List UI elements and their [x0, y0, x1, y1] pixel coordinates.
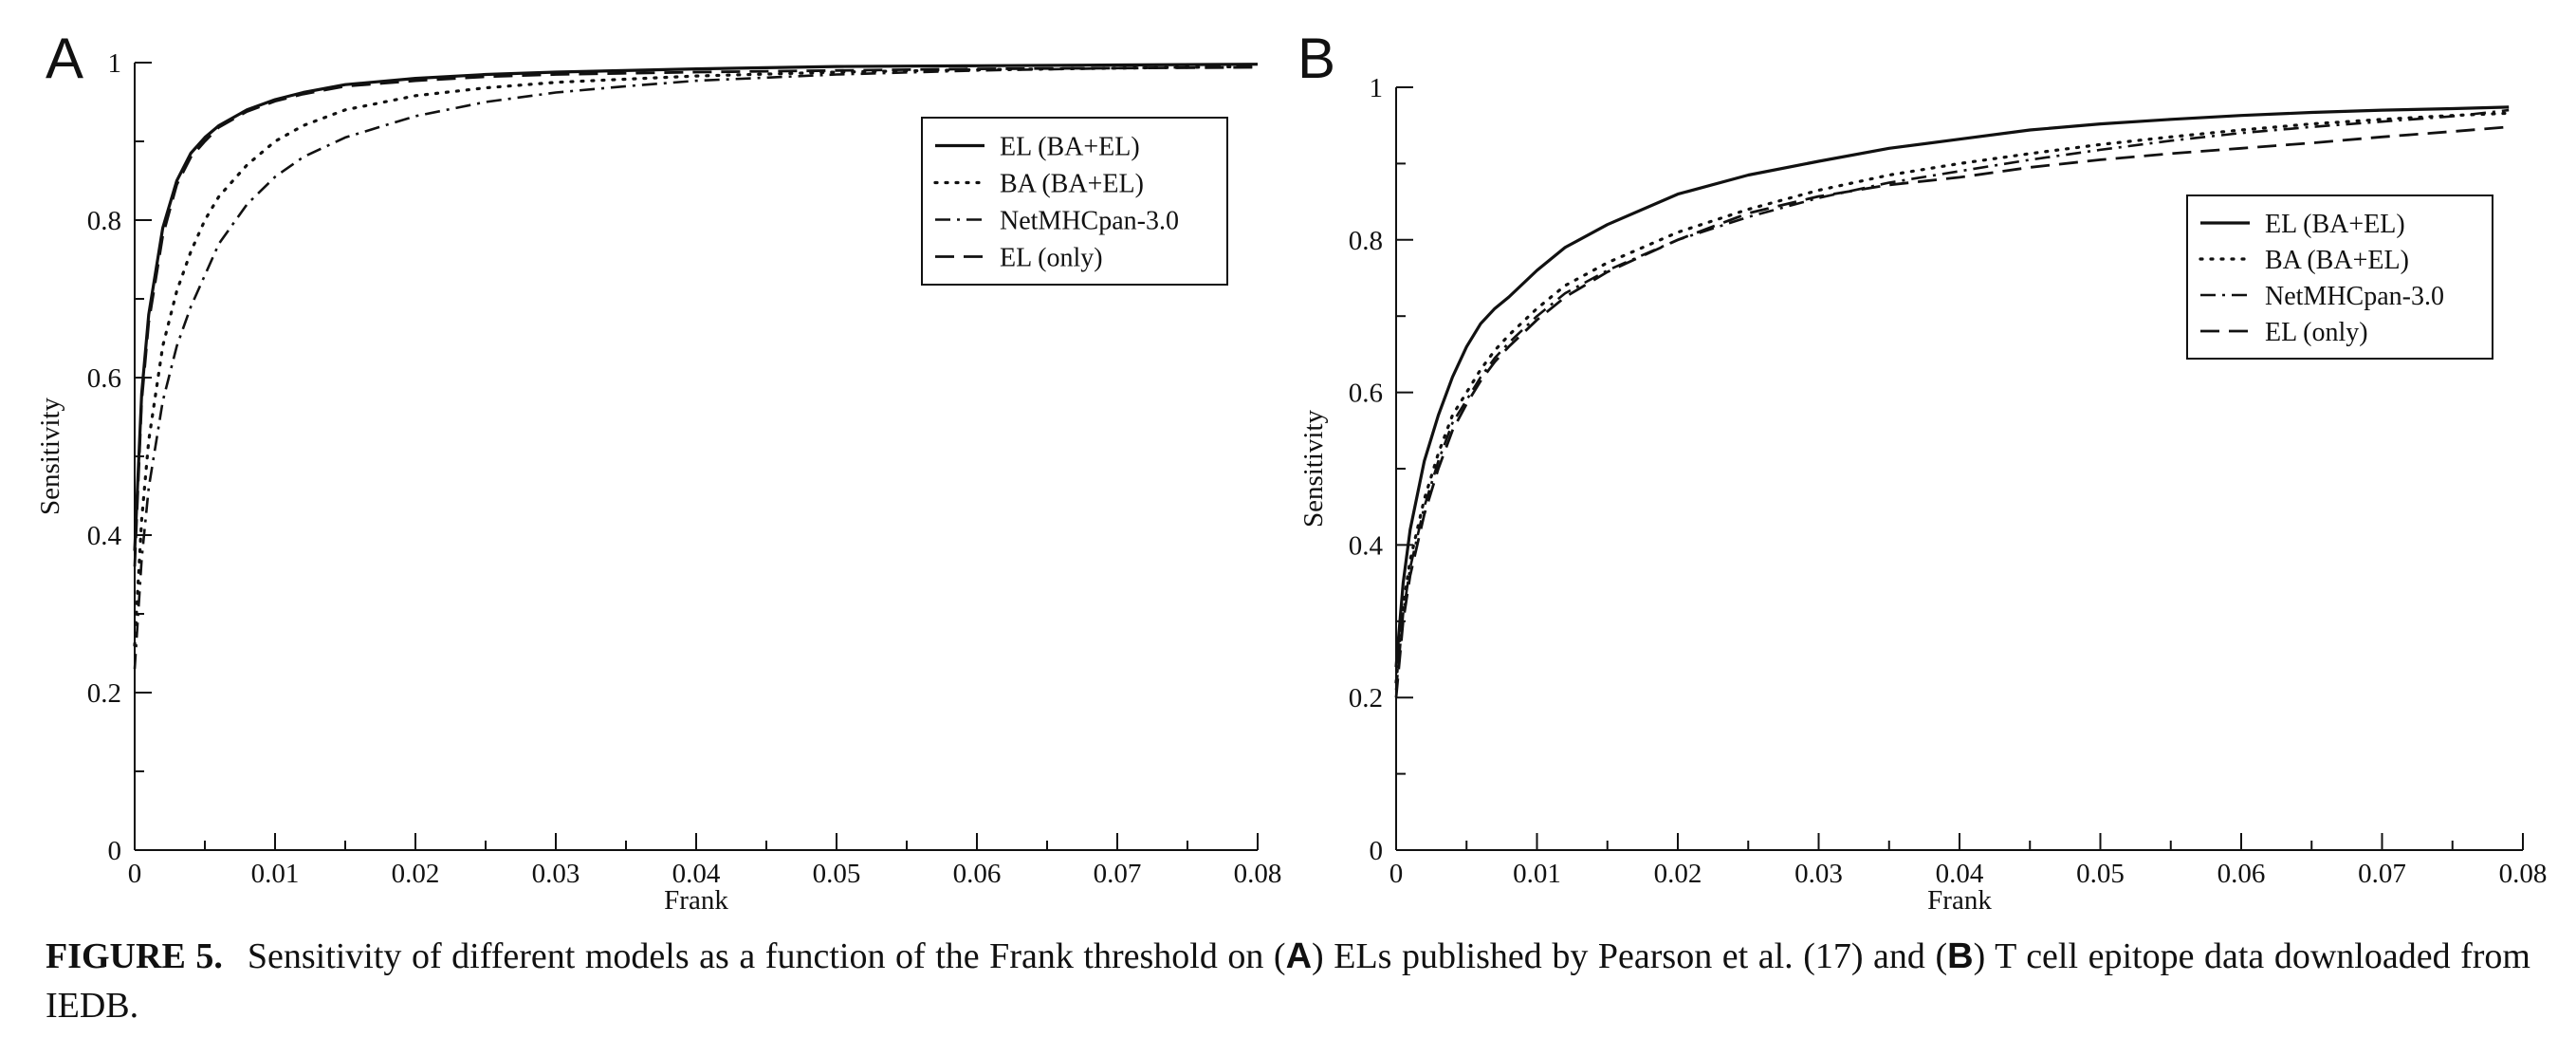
- x-tick-label: 0.03: [532, 859, 580, 889]
- y-tick-label: 0: [1370, 836, 1384, 866]
- y-axis-title: Sensitivity: [1298, 409, 1329, 528]
- panel-a-chart: A 0 0.01 0.02 0.03 0.04 0.05 0.06 0.07 0.08 0 0.2 0.…: [35, 27, 1281, 916]
- x-tick-label: 0.05: [813, 859, 861, 889]
- x-tick-label: 0.08: [2499, 859, 2548, 889]
- series-line-ba-ba-el: [133, 65, 1260, 647]
- y-tick-label: 0.4: [87, 521, 122, 551]
- caption-text-part-2: ) ELs published by Pearson et al. (17) a…: [1312, 936, 1948, 976]
- series-line-el-only: [1394, 125, 2510, 698]
- legend-label-el-only: EL (only): [1000, 244, 1103, 273]
- caption-panel-b-ref: B: [1947, 936, 1974, 976]
- x-tick-label: 0.04: [672, 859, 721, 889]
- y-tick-label: 0.6: [1349, 379, 1383, 409]
- x-tick-label: 0.07: [2358, 859, 2406, 889]
- x-tick-label: 0.06: [953, 859, 1002, 889]
- y-axis-title: Sensitivity: [35, 397, 65, 515]
- caption-text-part-1: Sensitivity of different models as a fun…: [247, 936, 1286, 976]
- legend-label-el-ba-el: EL (BA+EL): [1000, 133, 1140, 162]
- legend-label-netmhcpan-3-0: NetMHCpan-3.0: [2265, 282, 2444, 311]
- x-tick-label: 0: [128, 859, 142, 889]
- x-tick-label: 0.01: [251, 859, 300, 889]
- y-tick-label: 0.6: [87, 363, 121, 394]
- panel-letter-a: A: [46, 27, 83, 90]
- caption-figure-label: FIGURE 5.: [46, 936, 223, 976]
- y-tick-label: 0.2: [1349, 683, 1383, 713]
- series-line-netmhcpan-3-0: [1394, 108, 2510, 691]
- x-tick-label: 0.01: [1513, 859, 1561, 889]
- legend: EL (BA+EL) BA (BA+EL) NetMHCpan-3.0 EL (onl…: [2186, 194, 2493, 360]
- figure-caption: FIGURE 5. Sensitivity of different models…: [46, 932, 2530, 1030]
- x-tick-label: 0.02: [1654, 859, 1702, 889]
- legend-label-el-ba-el: EL (BA+EL): [2265, 210, 2405, 239]
- x-axis-title: Frank: [664, 885, 728, 916]
- y-tick-label: 0: [108, 836, 122, 866]
- x-tick-label: 0.02: [392, 859, 440, 889]
- legend-label-netmhcpan-3-0: NetMHCpan-3.0: [1000, 207, 1179, 236]
- x-tick-label: 0.06: [2217, 859, 2266, 889]
- caption-panel-a-ref: A: [1285, 936, 1313, 976]
- y-tick-label: 0.2: [87, 678, 121, 709]
- legend-label-ba-ba-el: BA (BA+EL): [2265, 246, 2409, 275]
- caption-text-part-3: ) T cell epitope data downloaded from IE…: [46, 936, 2530, 1026]
- series-line-el-ba-el: [133, 63, 1259, 551]
- y-tick-label: 0.8: [1349, 226, 1383, 256]
- legend: EL (BA+EL) BA (BA+EL) NetMHCpan-3.0 EL (onl…: [921, 117, 1228, 286]
- series-line-el-ba-el: [1394, 105, 2510, 668]
- x-tick-label: 0: [1389, 859, 1404, 889]
- series-line-ba-ba-el: [1394, 111, 2511, 684]
- legend-label-el-only: EL (only): [2265, 318, 2368, 347]
- x-axis-title: Frank: [1927, 885, 1992, 916]
- panel-b-chart: B 0 0.01 0.02 0.03 0.04 0.05 0.06 0.07 0.08 0 0.2 0.…: [1297, 27, 2547, 916]
- y-tick-label: 1: [1370, 73, 1384, 103]
- x-tick-label: 0.04: [1936, 859, 1984, 889]
- x-tick-label: 0.05: [2076, 859, 2125, 889]
- x-tick-label: 0.03: [1794, 859, 1843, 889]
- panel-letter-b: B: [1297, 27, 1335, 90]
- figure-chart-area: A 0 0.01 0.02 0.03 0.04 0.05 0.06 0.07 0.08 0 0.2 0.…: [35, 27, 2547, 916]
- y-tick-label: 0.4: [1349, 530, 1384, 561]
- y-tick-label: 1: [108, 48, 122, 79]
- series-line-netmhcpan-3-0: [133, 65, 1259, 670]
- legend-label-ba-ba-el: BA (BA+EL): [1000, 170, 1144, 199]
- y-tick-label: 0.8: [87, 206, 121, 236]
- series-line-el-only: [133, 65, 1259, 567]
- x-tick-label: 0.07: [1094, 859, 1142, 889]
- x-tick-label: 0.08: [1234, 859, 1282, 889]
